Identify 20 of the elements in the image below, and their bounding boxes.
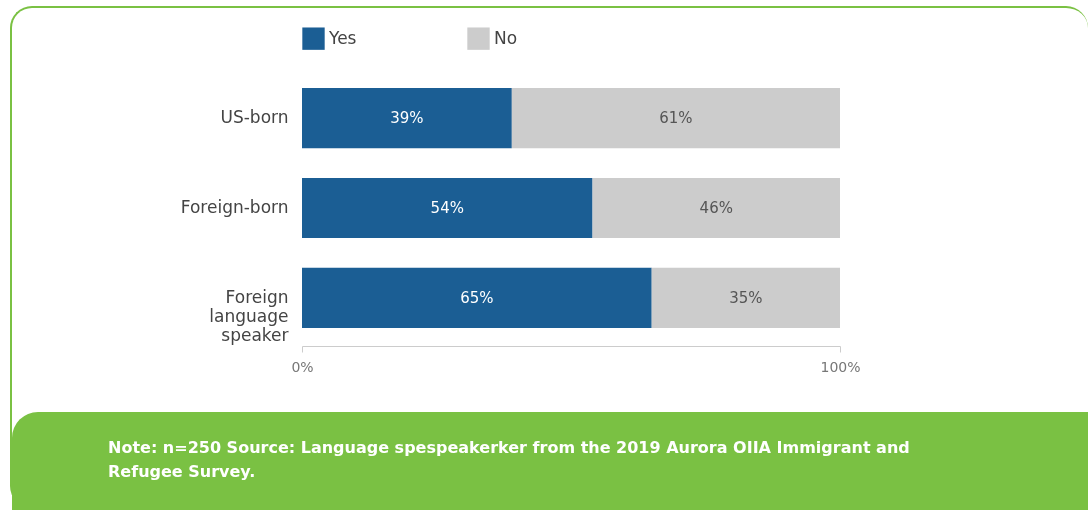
data-label: 35% [729, 288, 763, 307]
bar [511, 87, 840, 149]
data-label: 39% [390, 109, 424, 128]
text: Note: n=250 Source: Language spespeakerker from the 2019 Aurora OIIA Immigrant and Refugee Survey. [12, 412, 1088, 510]
legend-label: Yes [328, 27, 357, 48]
x-tick-label: 0% [291, 358, 314, 375]
bar [302, 177, 593, 239]
data-label: 46% [699, 199, 733, 217]
data-label: 65% [460, 288, 494, 307]
legend-label: No [494, 27, 518, 48]
bar [302, 267, 652, 329]
y-tick-label: Foreign language speaker [209, 286, 289, 345]
bar [592, 177, 840, 239]
y-tick-label: US-born [220, 107, 289, 128]
bar [302, 87, 512, 149]
x-tick-label: 100% [820, 358, 861, 375]
data-label: 54% [430, 199, 464, 217]
data-label: 61% [659, 109, 693, 128]
bar [651, 267, 840, 329]
y-tick-label: Foreign-born [180, 197, 289, 217]
